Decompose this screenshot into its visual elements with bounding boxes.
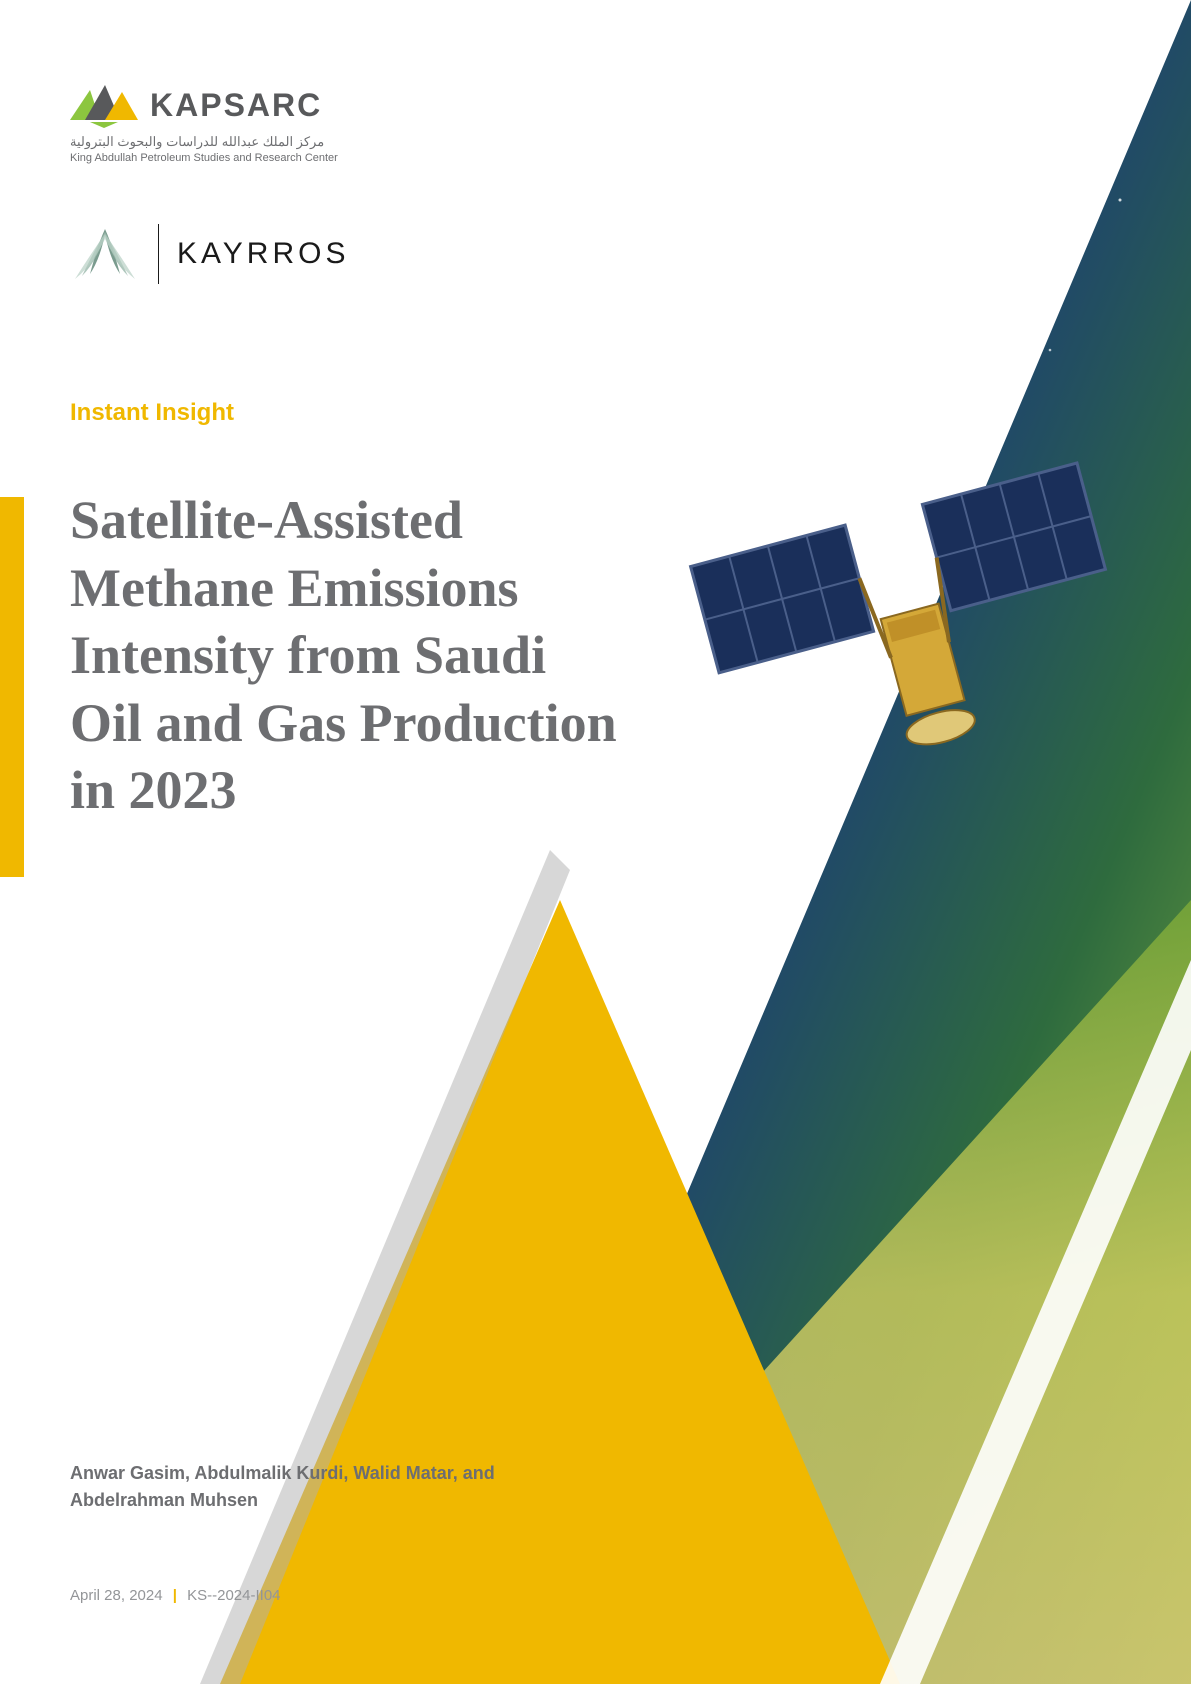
content-area: KAPSARC مركز الملك عبدالله للدراسات والب…: [0, 0, 1191, 1684]
report-title: Satellite-Assisted Methane Emissions Int…: [70, 487, 630, 825]
authors-list: Anwar Gasim, Abdulmalik Kurdi, Walid Mat…: [70, 1460, 570, 1514]
kapsarc-arabic-text: مركز الملك عبدالله للدراسات والبحوث البت…: [70, 134, 1121, 150]
footer-separator: |: [173, 1587, 177, 1604]
kapsarc-subtitle: King Abdullah Petroleum Studies and Rese…: [70, 152, 1121, 164]
category-label: Instant Insight: [70, 399, 1121, 427]
kapsarc-logo-icon: [70, 80, 140, 130]
kayrros-logo: KAYRROS: [70, 224, 1121, 284]
footer-ref: KS--2024-II04: [187, 1587, 280, 1604]
kapsarc-logo-text: KAPSARC: [150, 87, 322, 124]
footer: April 28, 2024 | KS--2024-II04: [70, 1587, 281, 1604]
yellow-accent-bar: [0, 497, 24, 877]
report-cover-page: KAPSARC مركز الملك عبدالله للدراسات والب…: [0, 0, 1191, 1684]
kayrros-logo-text: KAYRROS: [158, 224, 349, 284]
footer-date: April 28, 2024: [70, 1587, 163, 1604]
kapsarc-logo-mark: KAPSARC: [70, 80, 1121, 130]
title-block: Satellite-Assisted Methane Emissions Int…: [70, 487, 1121, 825]
kapsarc-logo: KAPSARC مركز الملك عبدالله للدراسات والب…: [70, 80, 1121, 164]
kayrros-logo-icon: [70, 224, 140, 284]
